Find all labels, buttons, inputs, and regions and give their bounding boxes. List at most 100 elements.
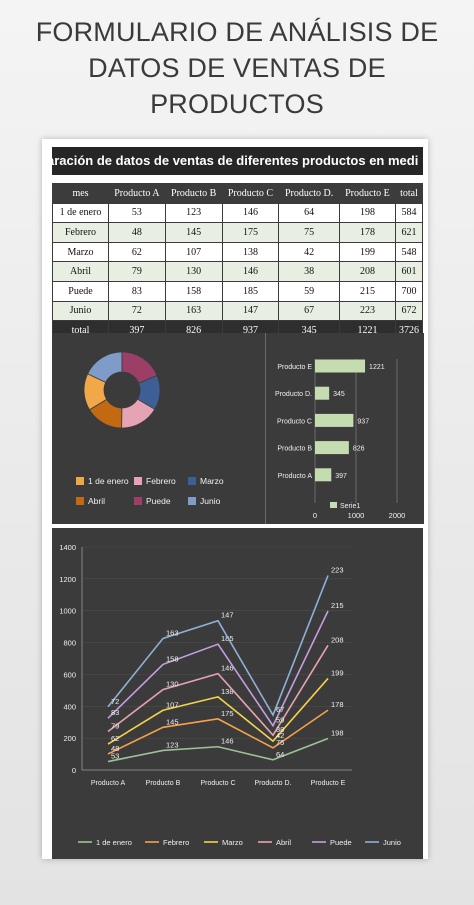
- line-xtick-producto-a: Producto A: [91, 780, 126, 787]
- bar-category-label-producto-b: Producto B: [277, 446, 312, 453]
- legend-label-junio: Junio: [200, 496, 221, 506]
- table-cell: 672: [395, 300, 423, 322]
- line-data-label-junio: 67: [276, 705, 284, 714]
- line-ytick-200: 200: [63, 734, 76, 743]
- sales-table: mes Producto A Producto B Producto C Pro…: [52, 183, 423, 341]
- bar-category-label-producto-e: Producto E: [277, 364, 312, 371]
- line-data-label-abril: 79: [111, 721, 119, 730]
- doughnut-chart: 1 de enero Febrero Marzo Abril Puede Junio: [76, 351, 224, 506]
- table-cell: 185: [221, 280, 280, 302]
- table-cell: 107: [164, 241, 223, 263]
- line-ytick-1200: 1200: [59, 575, 76, 584]
- bar-producto-e: [315, 359, 366, 373]
- table-cell: 621: [395, 222, 423, 243]
- table-cell: 548: [395, 241, 423, 263]
- line-series-febrero: [107, 709, 329, 755]
- table-cell: 83: [108, 280, 166, 302]
- bar-category-label-producto-a: Producto A: [278, 473, 313, 480]
- page-title: FORMULARIO DE ANÁLISIS DE DATOS DE VENTA…: [0, 14, 474, 122]
- line-ytick-400: 400: [63, 702, 76, 711]
- bar-xtick-0: 0: [313, 511, 317, 520]
- line-data-label-marzo: 138: [221, 687, 234, 696]
- header-cell: Producto A: [108, 183, 166, 204]
- line-data-label-junio: 147: [221, 611, 234, 620]
- legend-label-febrero: Febrero: [146, 476, 176, 486]
- line-data-label-marzo: 199: [331, 668, 344, 677]
- legend-label-abril: Abril: [88, 496, 105, 506]
- line-data-label-abril: 130: [166, 680, 179, 689]
- table-cell: 59: [278, 280, 340, 302]
- line-data-label-febrero: 48: [111, 744, 119, 753]
- table-cell: 146: [221, 202, 280, 224]
- table-cell: 75: [278, 222, 340, 243]
- line-data-label-puede: 185: [221, 634, 234, 643]
- header-cell: Producto E: [338, 183, 397, 204]
- bar-producto-b: [315, 441, 349, 455]
- line-chart: 0 200 400 600 800 1000 1200 1400 Producto A Produ…: [59, 543, 401, 847]
- legend-swatch-junio: [188, 497, 196, 505]
- line-xtick-producto-c: Producto C: [200, 780, 235, 787]
- table-cell: 64: [278, 202, 340, 224]
- table-cell: 158: [164, 280, 223, 302]
- line-xtick-producto-d: Producto D.: [255, 780, 292, 787]
- line-xtick-producto-b: Producto B: [146, 780, 181, 787]
- table-cell: 79: [108, 261, 166, 282]
- table-cell: 178: [338, 222, 397, 243]
- bar-value-label-producto-e: 1221: [369, 364, 385, 371]
- line-data-label-febrero: 75: [276, 738, 284, 747]
- table-cell: Marzo: [52, 241, 109, 263]
- line-legend-label-junio: Junio: [383, 838, 401, 847]
- line-legend-label-febrero: Febrero: [163, 838, 189, 847]
- table-row: Febrero 48 145 175 75 178 621: [52, 222, 423, 243]
- line-data-label-abril: 38: [276, 725, 284, 734]
- pie-slice-1-de-enero: [83, 373, 108, 411]
- line-data-label-marzo: 62: [111, 734, 119, 743]
- doughnut-chart-panel: 1 de enero Febrero Marzo Abril Puede Junio: [52, 333, 265, 524]
- header-cell: Producto C: [221, 183, 280, 204]
- page-title-line-1: FORMULARIO DE ANÁLISIS DE: [35, 17, 439, 47]
- sheet-banner: aración de datos de ventas de diferentes…: [52, 147, 423, 175]
- line-data-label-puede: 215: [331, 601, 344, 610]
- line-ytick-0: 0: [72, 766, 76, 775]
- table-cell: 48: [108, 222, 166, 243]
- legend-swatch-1-de-enero: [76, 477, 84, 485]
- legend-label-marzo: Marzo: [200, 476, 224, 486]
- line-ytick-1400: 1400: [59, 543, 76, 552]
- table-cell: 147: [221, 300, 280, 322]
- table-row: Puede 83 158 185 59 215 700: [52, 280, 423, 302]
- line-data-label-1-de-enero: 123: [166, 740, 179, 749]
- line-series-abril: [107, 644, 329, 737]
- bar-chart: Producto E 1221 Producto D. 345 Producto C 93…: [275, 359, 405, 520]
- bar-producto-c: [315, 413, 354, 427]
- table-row: Junio 72 163 147 67 223 672: [52, 300, 423, 322]
- line-series-marzo: [107, 677, 329, 745]
- legend-label-1-de-enero: 1 de enero: [88, 476, 129, 486]
- line-data-label-febrero: 175: [221, 709, 234, 718]
- line-ytick-1000: 1000: [59, 607, 76, 616]
- table-cell: 175: [221, 222, 280, 243]
- table-cell: 130: [164, 261, 223, 282]
- bar-value-label-producto-b: 826: [353, 446, 365, 453]
- line-data-label-puede: 158: [166, 654, 179, 663]
- table-cell: 67: [278, 300, 340, 322]
- line-data-label-marzo: 107: [166, 700, 179, 709]
- legend-swatch-febrero: [134, 477, 142, 485]
- line-data-label-febrero: 145: [166, 717, 179, 726]
- line-ytick-600: 600: [63, 670, 76, 679]
- line-ytick-800: 800: [63, 639, 76, 648]
- table-cell: 62: [108, 241, 166, 263]
- table-cell: 700: [395, 280, 423, 302]
- line-data-label-1-de-enero: 64: [276, 750, 284, 759]
- header-cell: total: [395, 183, 423, 204]
- line-data-label-junio: 72: [111, 697, 119, 706]
- table-cell: Junio: [52, 300, 109, 322]
- line-series-junio: [107, 575, 329, 717]
- line-data-label-puede: 83: [111, 708, 119, 717]
- table-cell: 38: [278, 261, 340, 282]
- table-cell: 208: [338, 261, 397, 282]
- line-data-label-1-de-enero: 198: [331, 728, 344, 737]
- bar-category-label-producto-c: Producto C: [277, 418, 312, 425]
- table-row: Abril 79 130 146 38 208 601: [52, 261, 423, 282]
- line-data-label-abril: 208: [331, 635, 344, 644]
- table-cell: 215: [338, 280, 397, 302]
